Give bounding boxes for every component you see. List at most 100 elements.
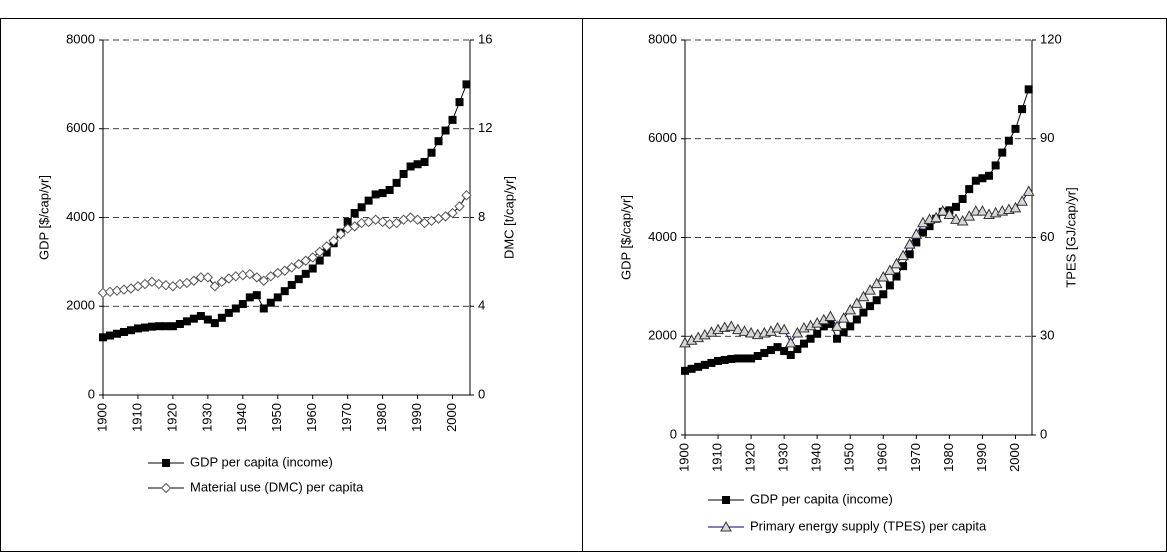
marker <box>224 308 233 317</box>
marker <box>455 98 464 107</box>
marker <box>833 334 842 343</box>
marker <box>427 148 436 157</box>
marker <box>910 228 923 239</box>
marker <box>140 323 149 332</box>
x-tick-label: 1930 <box>199 403 214 432</box>
marker <box>951 202 960 211</box>
marker <box>188 275 200 286</box>
marker <box>301 269 310 278</box>
marker <box>413 160 422 169</box>
marker <box>273 293 282 302</box>
y2-tick-label: 8 <box>478 209 485 224</box>
marker <box>870 277 883 289</box>
marker <box>203 315 212 324</box>
marker <box>182 317 191 326</box>
marker <box>978 174 987 183</box>
marker <box>385 185 394 194</box>
marker <box>440 211 451 222</box>
marker <box>462 80 471 89</box>
marker <box>700 360 709 369</box>
marker <box>1024 85 1033 94</box>
marker <box>727 354 736 363</box>
marker <box>245 293 254 302</box>
marker <box>300 255 311 266</box>
marker <box>99 333 107 342</box>
marker <box>406 162 415 171</box>
marker <box>189 314 198 323</box>
marker <box>971 176 980 185</box>
marker <box>753 352 762 360</box>
marker <box>725 320 738 331</box>
marker <box>210 319 219 328</box>
marker <box>286 262 297 273</box>
marker <box>1004 136 1013 145</box>
marker <box>154 322 163 331</box>
series-line <box>102 84 467 338</box>
x-tick-label: 1920 <box>164 403 179 432</box>
marker <box>813 329 822 338</box>
marker <box>147 322 156 331</box>
y-tick-label: 2000 <box>66 298 95 313</box>
marker <box>349 221 360 232</box>
marker <box>265 271 276 282</box>
y2-tick-label: 90 <box>1040 130 1054 145</box>
marker <box>1011 124 1020 133</box>
y2-tick-label: 0 <box>478 386 485 401</box>
marker <box>943 208 956 219</box>
series-line <box>102 195 467 294</box>
marker <box>897 249 909 261</box>
marker <box>846 322 855 331</box>
marker <box>168 322 177 331</box>
marker <box>209 281 221 292</box>
marker <box>998 148 1007 157</box>
marker <box>760 349 769 358</box>
y-axis-label: GDP [$/cap/yr] <box>618 195 633 280</box>
legend-marker <box>160 482 172 494</box>
y-tick-label: 6000 <box>648 130 677 145</box>
marker <box>321 241 332 252</box>
marker <box>852 315 861 324</box>
legend-marker <box>722 496 730 504</box>
x-tick-label: 1930 <box>776 443 791 472</box>
marker <box>314 246 325 258</box>
marker <box>936 205 949 216</box>
x-tick-label: 1980 <box>374 403 389 432</box>
marker <box>1018 105 1027 114</box>
x-tick-label: 1950 <box>842 443 857 472</box>
marker <box>294 275 303 284</box>
marker <box>126 326 135 335</box>
marker <box>694 362 703 371</box>
x-tick-label: 1940 <box>234 403 249 432</box>
marker <box>195 272 207 283</box>
marker <box>773 343 782 352</box>
marker <box>434 137 443 146</box>
marker <box>884 264 896 275</box>
marker <box>378 189 387 198</box>
x-tick-label: 2000 <box>1007 443 1022 472</box>
marker <box>231 304 240 313</box>
marker <box>280 287 289 296</box>
marker <box>687 364 696 373</box>
marker <box>244 268 256 280</box>
marker <box>258 275 269 286</box>
x-tick-label: 1990 <box>974 443 989 472</box>
marker <box>879 290 888 299</box>
marker <box>287 280 296 289</box>
y-tick-label: 4000 <box>648 229 677 244</box>
y-tick-label: 8000 <box>648 31 677 46</box>
marker <box>707 358 716 367</box>
marker <box>872 296 881 305</box>
marker <box>1022 185 1035 196</box>
marker <box>766 346 775 355</box>
marker <box>308 264 317 273</box>
marker <box>985 171 994 180</box>
marker <box>350 209 359 218</box>
marker <box>740 354 749 363</box>
y-tick-label: 4000 <box>66 209 95 224</box>
marker <box>965 185 974 194</box>
marker <box>930 211 943 223</box>
marker <box>784 336 797 348</box>
marker <box>119 327 128 336</box>
marker <box>357 203 366 212</box>
marker <box>745 326 757 338</box>
